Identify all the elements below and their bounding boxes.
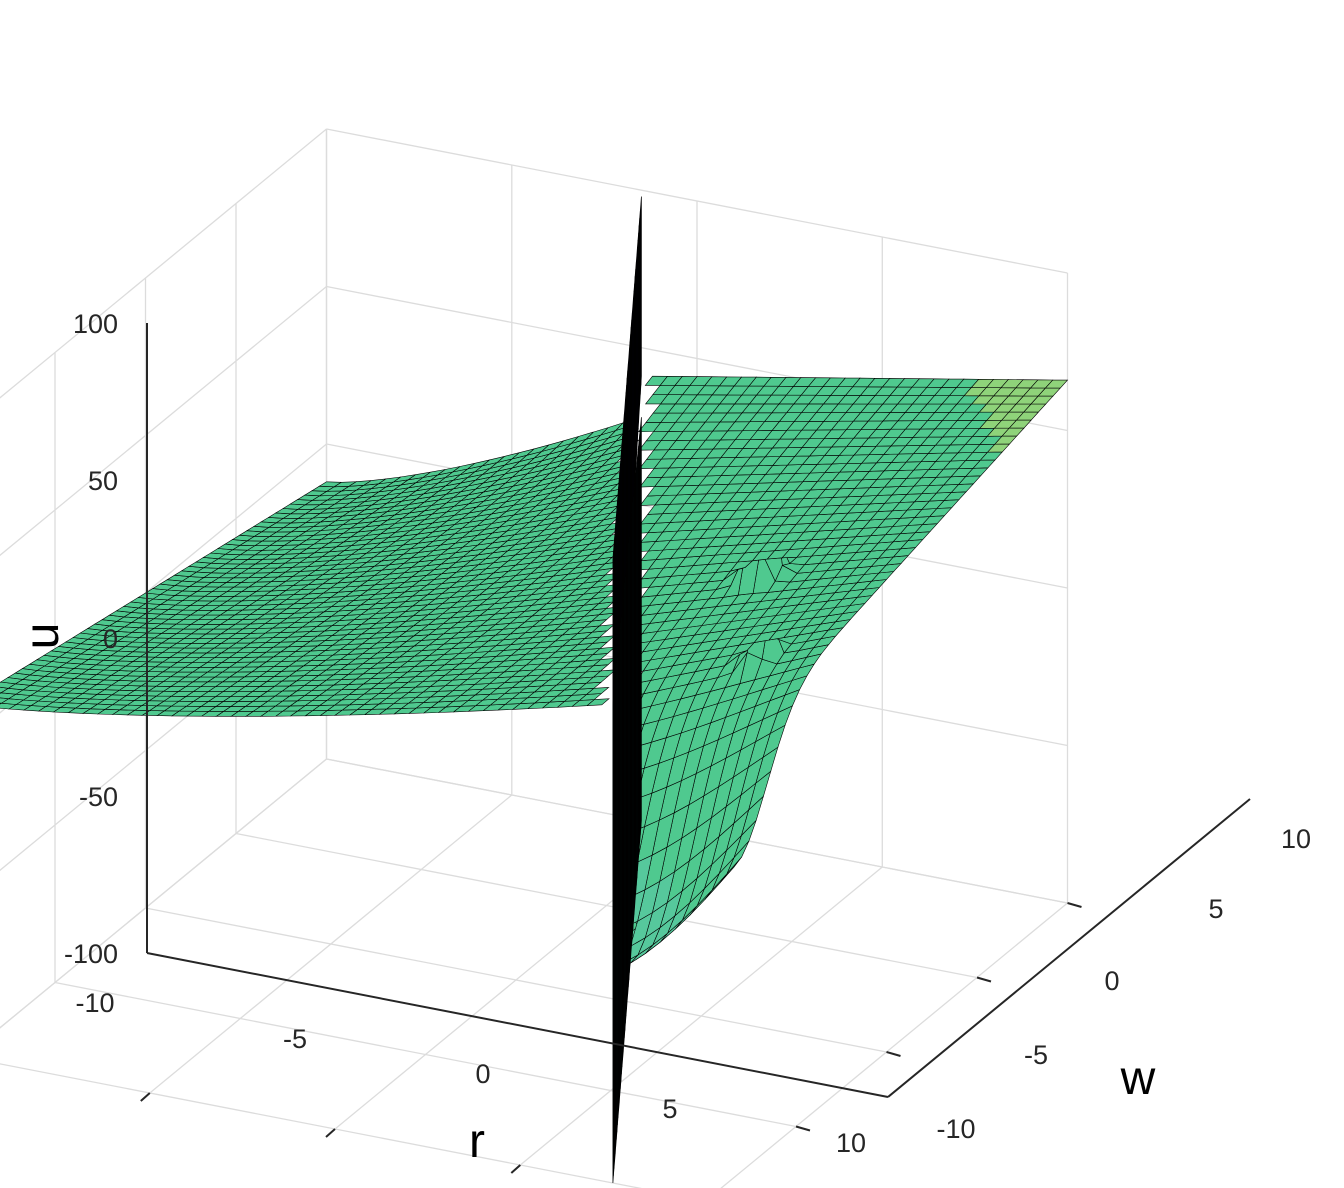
- surface-cell: [644, 375, 669, 386]
- axes: [146, 323, 1251, 1098]
- z-tick-50: 50: [88, 466, 118, 496]
- z-tick-100: 100: [73, 309, 118, 339]
- z-tick-neg50: -50: [79, 782, 118, 812]
- wall-lower-strip: [640, 417, 642, 828]
- grid-line: [326, 128, 1068, 274]
- r-axis-line: [146, 952, 889, 1098]
- w-axis-label: w: [1120, 1052, 1156, 1105]
- grid-line: [720, 902, 1068, 1188]
- w-tick-5: 5: [1208, 894, 1223, 924]
- w-tick-neg5: -5: [1024, 1040, 1048, 1070]
- w-tick-mark: [976, 976, 992, 983]
- w-tick-10: 10: [1281, 824, 1311, 854]
- r-tick-neg10: -10: [75, 988, 114, 1018]
- grid-line: [0, 758, 327, 1029]
- grid-line: [0, 1063, 643, 1188]
- grid-line: [0, 285, 327, 557]
- w-tick-neg10: -10: [936, 1114, 975, 1144]
- w-tick-mark: [795, 1125, 811, 1132]
- u-axis-label: u: [16, 623, 69, 650]
- wall-upper-strip: [640, 196, 642, 386]
- r-tick-mark: [510, 1164, 521, 1174]
- surface-mesh: [0, 196, 1069, 1184]
- w-tick-mark: [886, 1051, 901, 1057]
- w-tick-0: 0: [1104, 966, 1119, 996]
- grid-line: [145, 907, 887, 1053]
- r-tick-neg5: -5: [283, 1024, 307, 1054]
- r-tick-10: 10: [836, 1128, 866, 1158]
- tick-marks: [140, 902, 1082, 1174]
- grid-line: [54, 981, 797, 1128]
- z-tick-0: 0: [103, 624, 118, 654]
- tick-labels: 100 50 0 -50 -100 -10 -5 0 5 10 -10 -5 0…: [16, 309, 1311, 1168]
- grid-line: [0, 758, 327, 1029]
- z-tick-neg100: -100: [64, 939, 118, 969]
- w-axis-line: [887, 798, 1251, 1098]
- r-tick-5: 5: [662, 1094, 677, 1124]
- r-axis-label: r: [469, 1115, 485, 1168]
- w-tick-mark: [1067, 902, 1082, 908]
- grid-line: [235, 832, 978, 979]
- surface-cell: [318, 481, 343, 488]
- r-tick-mark: [325, 1128, 336, 1138]
- grid-line: [0, 128, 327, 399]
- r-tick-mark: [140, 1092, 151, 1102]
- r-tick-0: 0: [475, 1059, 490, 1089]
